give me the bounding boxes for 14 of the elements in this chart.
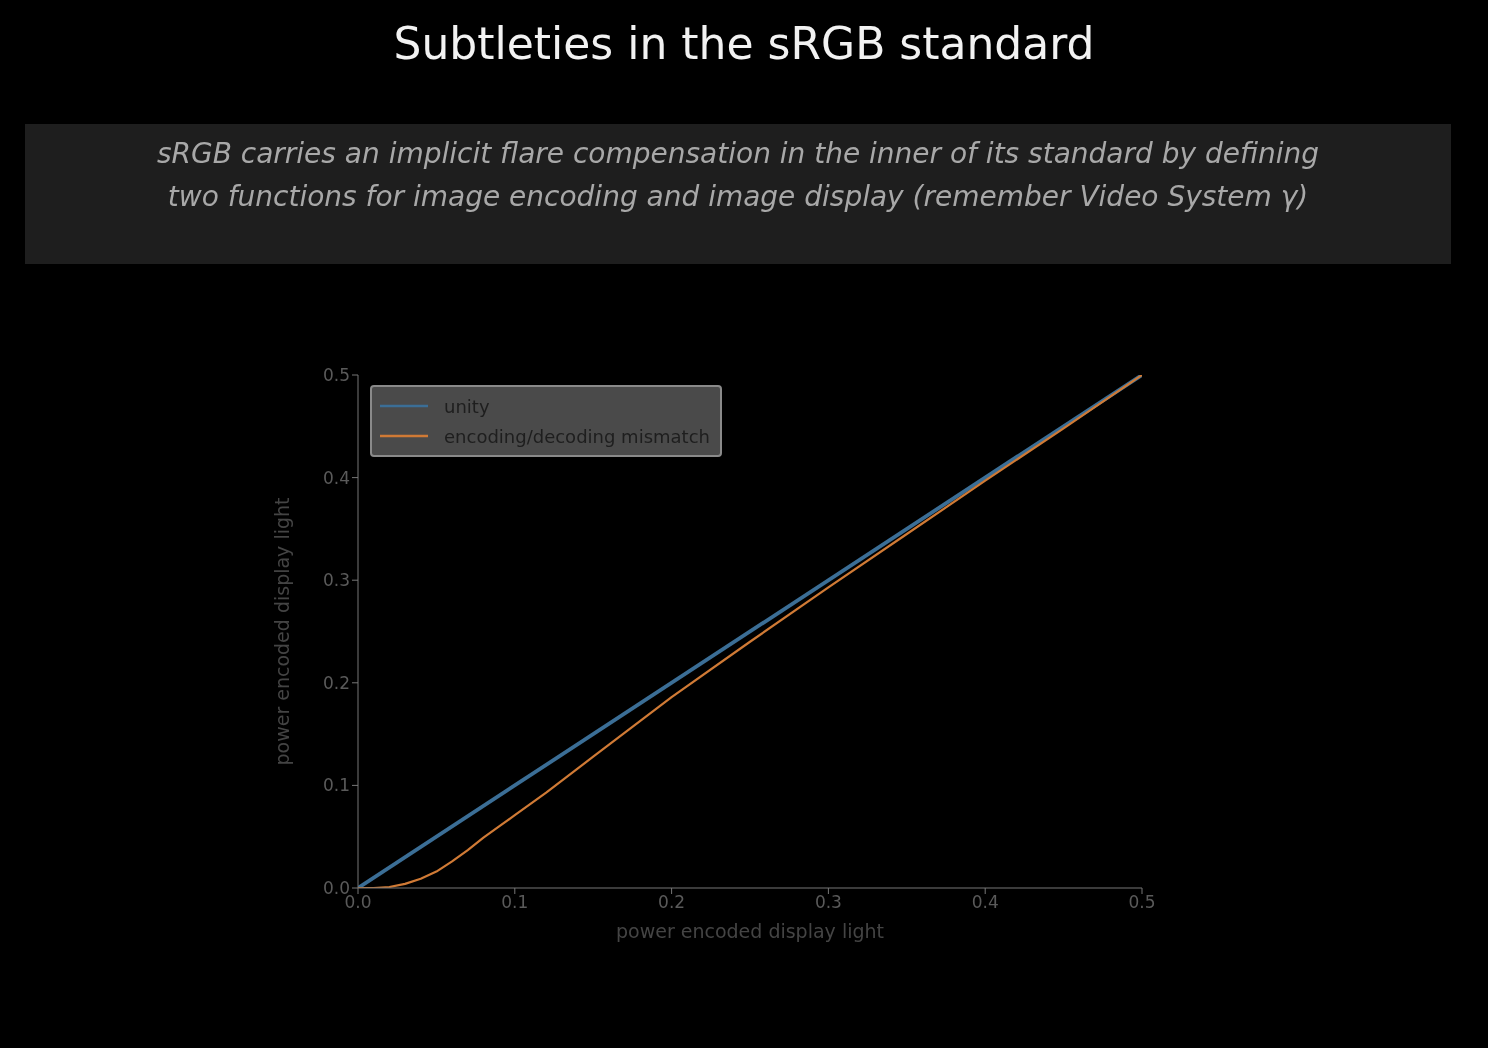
chart-subtitle: sRGB carries an implicit flare compensation in the inner of its standard by defining two functions for image encoding and image display (remember Video System γ) <box>25 124 1451 264</box>
x-axis-title: power encoded display light <box>615 920 885 942</box>
y-tick-label: 0.3 <box>322 570 350 591</box>
y-axis-title: power encoded display light <box>270 497 293 766</box>
y-tick-label: 0.4 <box>322 467 350 488</box>
y-tick-label: 0.5 <box>322 365 350 386</box>
x-tick-label: 0.4 <box>971 892 999 913</box>
x-tick-label: 0.3 <box>814 892 842 913</box>
x-tick-label: 0.1 <box>501 892 529 913</box>
y-tick-label: 0.2 <box>322 672 350 693</box>
chart-title: Subtleties in the sRGB standard <box>392 18 1096 69</box>
y-tick-label: 0.1 <box>322 775 350 796</box>
x-tick-label: 0.2 <box>658 892 686 913</box>
x-tick-label: 0.5 <box>1128 892 1156 913</box>
